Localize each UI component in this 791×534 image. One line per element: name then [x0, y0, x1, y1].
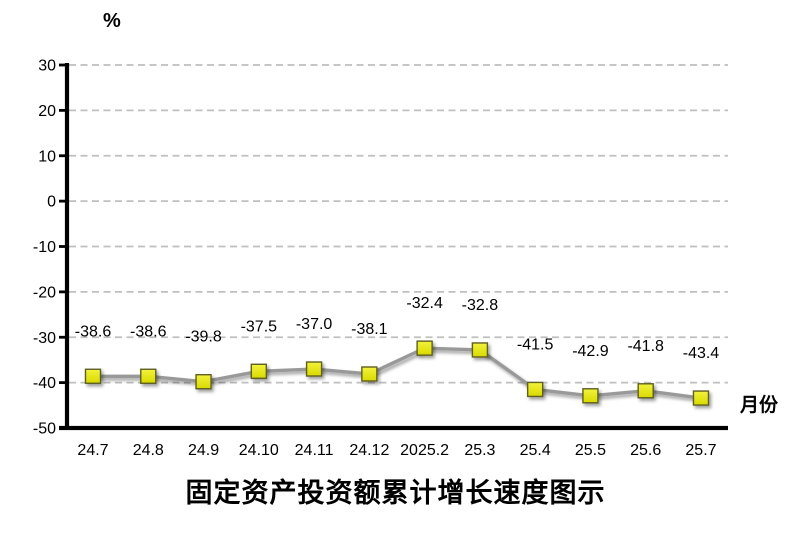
x-tick-label: 24.12	[349, 442, 389, 459]
y-tick-label: -20	[33, 284, 56, 301]
data-label: -39.8	[185, 329, 222, 346]
y-tick-label: 20	[38, 103, 56, 120]
chart-title: 固定资产投资额累计增长速度图示	[185, 478, 606, 508]
x-tick-label: 24.9	[188, 442, 219, 459]
y-tick-label: -50	[33, 421, 56, 438]
y-tick-label: 10	[38, 148, 56, 165]
y-tick-label: -10	[33, 239, 56, 256]
x-tick-label: 24.11	[295, 442, 334, 459]
y-tick-label: -30	[33, 330, 56, 347]
data-label: -41.5	[517, 336, 554, 353]
data-point-marker	[140, 368, 157, 384]
x-axis-line	[59, 425, 728, 431]
data-label: -37.5	[241, 318, 278, 335]
data-label: -38.6	[75, 323, 112, 340]
x-tick-label: 24.8	[133, 442, 164, 459]
y-tick-label: 0	[47, 194, 56, 211]
data-label: -41.8	[627, 338, 664, 355]
data-label: -43.4	[683, 345, 720, 362]
data-point-marker	[84, 368, 102, 384]
x-tick-label: 25.6	[630, 442, 661, 459]
data-label: -38.6	[130, 323, 167, 340]
x-axis-unit-label: 月份	[740, 395, 779, 416]
data-point-marker	[471, 342, 489, 358]
y-tick-label: -40	[33, 375, 56, 392]
data-point-marker	[526, 381, 544, 398]
x-tick-label: 25.4	[520, 442, 551, 459]
data-point-marker	[195, 374, 212, 390]
data-point-marker	[637, 383, 654, 399]
data-point-marker	[361, 366, 378, 382]
data-point-marker	[692, 390, 710, 406]
data-label: -32.8	[462, 297, 499, 314]
y-tick-label: 30	[38, 58, 56, 75]
x-tick-label: 24.7	[77, 442, 108, 459]
x-tick-label: 25.3	[464, 442, 495, 459]
data-point-marker	[582, 388, 599, 404]
x-tick-label: 2025.2	[400, 442, 449, 459]
data-point-marker	[305, 361, 323, 377]
data-label: -37.0	[296, 316, 333, 333]
y-axis-line	[64, 63, 70, 430]
data-point-marker	[250, 363, 268, 379]
x-tick-label: 24.10	[239, 442, 279, 459]
y-axis-unit-label: %	[103, 10, 121, 32]
data-label: -38.1	[351, 321, 388, 338]
x-tick-label: 25.7	[685, 442, 716, 459]
data-label: -32.4	[406, 295, 443, 312]
x-tick-label: 25.5	[575, 442, 606, 459]
series-line	[91, 346, 703, 400]
data-point-marker	[416, 340, 433, 356]
data-label: -42.9	[572, 343, 609, 360]
